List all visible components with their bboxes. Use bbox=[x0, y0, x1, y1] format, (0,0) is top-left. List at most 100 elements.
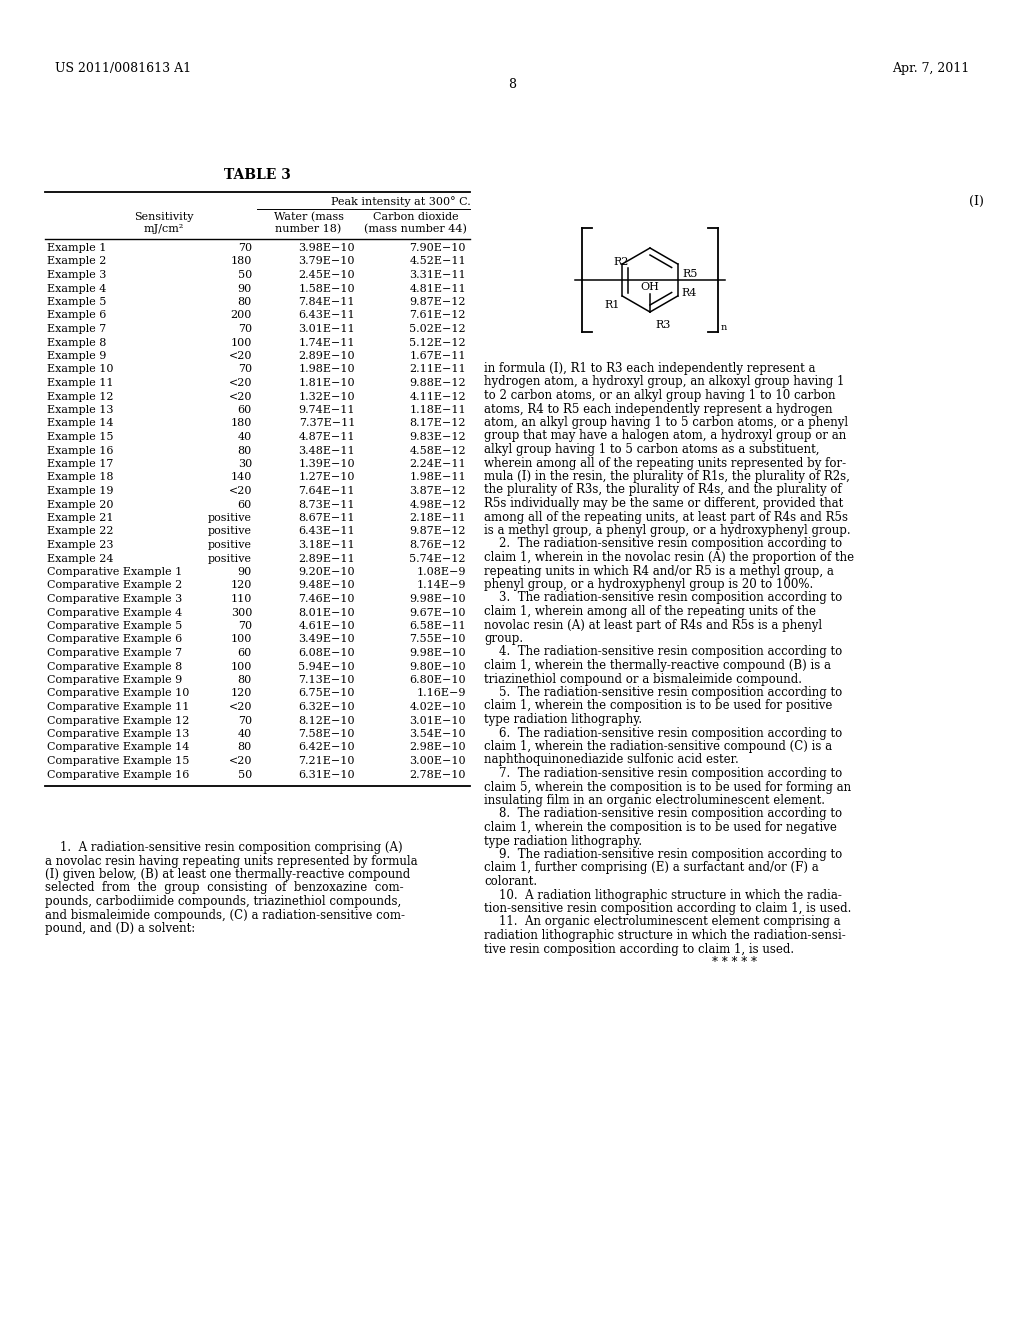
Text: 9.80E−10: 9.80E−10 bbox=[410, 661, 466, 672]
Text: 1.14E−9: 1.14E−9 bbox=[417, 581, 466, 590]
Text: (I): (I) bbox=[969, 195, 984, 209]
Text: Example 13: Example 13 bbox=[47, 405, 114, 414]
Text: Sensitivity
mJ/cm²: Sensitivity mJ/cm² bbox=[134, 213, 194, 234]
Text: 3.01E−10: 3.01E−10 bbox=[410, 715, 466, 726]
Text: 9.74E−11: 9.74E−11 bbox=[299, 405, 355, 414]
Text: R5: R5 bbox=[683, 269, 698, 279]
Text: 70: 70 bbox=[238, 243, 252, 253]
Text: Example 21: Example 21 bbox=[47, 513, 114, 523]
Text: claim 1, wherein the radiation-sensitive compound (C) is a: claim 1, wherein the radiation-sensitive… bbox=[484, 741, 833, 752]
Text: 80: 80 bbox=[238, 446, 252, 455]
Text: 8.12E−10: 8.12E−10 bbox=[298, 715, 355, 726]
Text: 4.52E−11: 4.52E−11 bbox=[410, 256, 466, 267]
Text: 120: 120 bbox=[230, 581, 252, 590]
Text: 7.46E−10: 7.46E−10 bbox=[299, 594, 355, 605]
Text: is a methyl group, a phenyl group, or a hydroxyphenyl group.: is a methyl group, a phenyl group, or a … bbox=[484, 524, 851, 537]
Text: 300: 300 bbox=[230, 607, 252, 618]
Text: phenyl group, or a hydroxyphenyl group is 20 to 100%.: phenyl group, or a hydroxyphenyl group i… bbox=[484, 578, 813, 591]
Text: 40: 40 bbox=[238, 729, 252, 739]
Text: Example 6: Example 6 bbox=[47, 310, 106, 321]
Text: Comparative Example 11: Comparative Example 11 bbox=[47, 702, 189, 711]
Text: Example 9: Example 9 bbox=[47, 351, 106, 360]
Text: 1.08E−9: 1.08E−9 bbox=[417, 568, 466, 577]
Text: 1.16E−9: 1.16E−9 bbox=[417, 689, 466, 698]
Text: Example 5: Example 5 bbox=[47, 297, 106, 308]
Text: 70: 70 bbox=[238, 323, 252, 334]
Text: Example 10: Example 10 bbox=[47, 364, 114, 375]
Text: naphthoquinonediazide sulfonic acid ester.: naphthoquinonediazide sulfonic acid este… bbox=[484, 754, 738, 767]
Text: 70: 70 bbox=[238, 364, 252, 375]
Text: Example 4: Example 4 bbox=[47, 284, 106, 293]
Text: 60: 60 bbox=[238, 648, 252, 657]
Text: US 2011/0081613 A1: US 2011/0081613 A1 bbox=[55, 62, 191, 75]
Text: 2.89E−11: 2.89E−11 bbox=[298, 553, 355, 564]
Text: 80: 80 bbox=[238, 742, 252, 752]
Text: 2.11E−11: 2.11E−11 bbox=[410, 364, 466, 375]
Text: 2.78E−10: 2.78E−10 bbox=[410, 770, 466, 780]
Text: among all of the repeating units, at least part of R4s and R5s: among all of the repeating units, at lea… bbox=[484, 511, 848, 524]
Text: 6.42E−10: 6.42E−10 bbox=[298, 742, 355, 752]
Text: 3.01E−11: 3.01E−11 bbox=[298, 323, 355, 334]
Text: 50: 50 bbox=[238, 770, 252, 780]
Text: 1.  A radiation-sensitive resin composition comprising (A): 1. A radiation-sensitive resin compositi… bbox=[45, 841, 402, 854]
Text: Comparative Example 13: Comparative Example 13 bbox=[47, 729, 189, 739]
Text: Comparative Example 10: Comparative Example 10 bbox=[47, 689, 189, 698]
Text: 1.39E−10: 1.39E−10 bbox=[298, 459, 355, 469]
Text: Example 15: Example 15 bbox=[47, 432, 114, 442]
Text: 9.48E−10: 9.48E−10 bbox=[298, 581, 355, 590]
Text: 1.58E−10: 1.58E−10 bbox=[298, 284, 355, 293]
Text: to 2 carbon atoms, or an alkyl group having 1 to 10 carbon: to 2 carbon atoms, or an alkyl group hav… bbox=[484, 389, 836, 403]
Text: 8: 8 bbox=[508, 78, 516, 91]
Text: atom, an alkyl group having 1 to 5 carbon atoms, or a phenyl: atom, an alkyl group having 1 to 5 carbo… bbox=[484, 416, 848, 429]
Text: 9.87E−12: 9.87E−12 bbox=[410, 297, 466, 308]
Text: Example 8: Example 8 bbox=[47, 338, 106, 347]
Text: Example 22: Example 22 bbox=[47, 527, 114, 536]
Text: 140: 140 bbox=[230, 473, 252, 483]
Text: 7.21E−10: 7.21E−10 bbox=[299, 756, 355, 766]
Text: 7.64E−11: 7.64E−11 bbox=[299, 486, 355, 496]
Text: 3.48E−11: 3.48E−11 bbox=[298, 446, 355, 455]
Text: 80: 80 bbox=[238, 675, 252, 685]
Text: Comparative Example 12: Comparative Example 12 bbox=[47, 715, 189, 726]
Text: R3: R3 bbox=[655, 319, 671, 330]
Text: <20: <20 bbox=[228, 392, 252, 401]
Text: wherein among all of the repeating units represented by for-: wherein among all of the repeating units… bbox=[484, 457, 846, 470]
Text: 9.20E−10: 9.20E−10 bbox=[298, 568, 355, 577]
Text: a novolac resin having repeating units represented by formula: a novolac resin having repeating units r… bbox=[45, 854, 418, 867]
Text: 3.00E−10: 3.00E−10 bbox=[410, 756, 466, 766]
Text: 4.58E−12: 4.58E−12 bbox=[410, 446, 466, 455]
Text: Example 20: Example 20 bbox=[47, 499, 114, 510]
Text: 9.88E−12: 9.88E−12 bbox=[410, 378, 466, 388]
Text: 1.74E−11: 1.74E−11 bbox=[299, 338, 355, 347]
Text: 40: 40 bbox=[238, 432, 252, 442]
Text: 1.32E−10: 1.32E−10 bbox=[298, 392, 355, 401]
Text: 5.94E−10: 5.94E−10 bbox=[298, 661, 355, 672]
Text: alkyl group having 1 to 5 carbon atoms as a substituent,: alkyl group having 1 to 5 carbon atoms a… bbox=[484, 444, 819, 455]
Text: 6.58E−11: 6.58E−11 bbox=[410, 620, 466, 631]
Text: Water (mass
number 18): Water (mass number 18) bbox=[273, 213, 343, 234]
Text: Example 19: Example 19 bbox=[47, 486, 114, 496]
Text: 5.02E−12: 5.02E−12 bbox=[410, 323, 466, 334]
Text: 3.87E−12: 3.87E−12 bbox=[410, 486, 466, 496]
Text: 5.74E−12: 5.74E−12 bbox=[410, 553, 466, 564]
Text: TABLE 3: TABLE 3 bbox=[224, 168, 291, 182]
Text: Example 16: Example 16 bbox=[47, 446, 114, 455]
Text: Example 18: Example 18 bbox=[47, 473, 114, 483]
Text: OH: OH bbox=[641, 282, 659, 292]
Text: 8.01E−10: 8.01E−10 bbox=[298, 607, 355, 618]
Text: 9.  The radiation-sensitive resin composition according to: 9. The radiation-sensitive resin composi… bbox=[484, 847, 843, 861]
Text: novolac resin (A) at least part of R4s and R5s is a phenyl: novolac resin (A) at least part of R4s a… bbox=[484, 619, 822, 631]
Text: <20: <20 bbox=[228, 702, 252, 711]
Text: 8.  The radiation-sensitive resin composition according to: 8. The radiation-sensitive resin composi… bbox=[484, 808, 842, 821]
Text: 4.02E−10: 4.02E−10 bbox=[410, 702, 466, 711]
Text: 90: 90 bbox=[238, 284, 252, 293]
Text: 6.  The radiation-sensitive resin composition according to: 6. The radiation-sensitive resin composi… bbox=[484, 726, 843, 739]
Text: claim 1, further comprising (E) a surfactant and/or (F) a: claim 1, further comprising (E) a surfac… bbox=[484, 862, 819, 874]
Text: 8.67E−11: 8.67E−11 bbox=[299, 513, 355, 523]
Text: claim 1, wherein the thermally-reactive compound (B) is a: claim 1, wherein the thermally-reactive … bbox=[484, 659, 831, 672]
Text: 2.89E−10: 2.89E−10 bbox=[298, 351, 355, 360]
Text: 70: 70 bbox=[238, 620, 252, 631]
Text: 3.98E−10: 3.98E−10 bbox=[298, 243, 355, 253]
Text: selected  from  the  group  consisting  of  benzoxazine  com-: selected from the group consisting of be… bbox=[45, 882, 403, 895]
Text: triazinethiol compound or a bismaleimide compound.: triazinethiol compound or a bismaleimide… bbox=[484, 672, 802, 685]
